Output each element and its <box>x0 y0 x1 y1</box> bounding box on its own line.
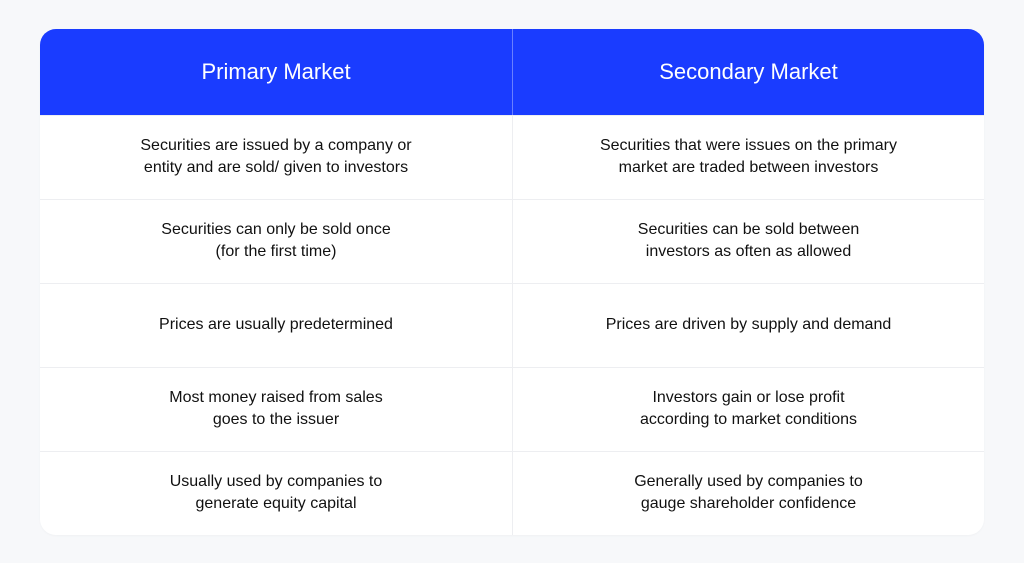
cell-secondary: Prices are driven by supply and demand <box>512 283 984 367</box>
table-header-row: Primary Market Secondary Market <box>40 29 984 115</box>
table-row: Usually used by companies to generate eq… <box>40 451 984 535</box>
cell-primary: Securities are issued by a company or en… <box>40 115 512 199</box>
table-row: Most money raised from sales goes to the… <box>40 367 984 451</box>
column-header-primary: Primary Market <box>40 29 512 115</box>
cell-secondary: Securities can be sold between investors… <box>512 199 984 283</box>
table-row: Securities are issued by a company or en… <box>40 115 984 199</box>
cell-primary: Prices are usually predetermined <box>40 283 512 367</box>
table-row: Prices are usually predetermined Prices … <box>40 283 984 367</box>
cell-secondary: Investors gain or lose profit according … <box>512 367 984 451</box>
cell-secondary: Generally used by companies to gauge sha… <box>512 451 984 535</box>
cell-primary: Securities can only be sold once (for th… <box>40 199 512 283</box>
table-row: Securities can only be sold once (for th… <box>40 199 984 283</box>
cell-primary: Most money raised from sales goes to the… <box>40 367 512 451</box>
cell-secondary: Securities that were issues on the prima… <box>512 115 984 199</box>
cell-primary: Usually used by companies to generate eq… <box>40 451 512 535</box>
column-header-secondary: Secondary Market <box>512 29 984 115</box>
comparison-table: Primary Market Secondary Market Securiti… <box>40 29 984 535</box>
